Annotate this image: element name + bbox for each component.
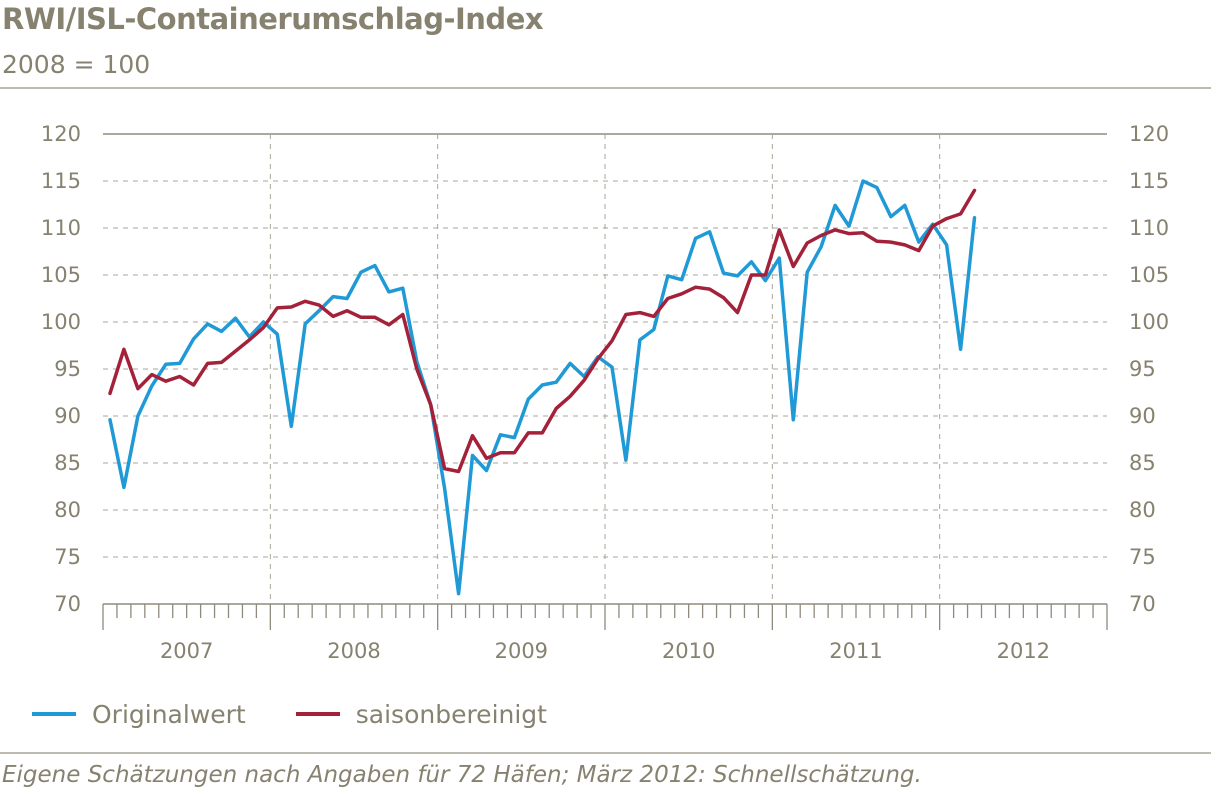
source-divider [0, 752, 1211, 754]
legend-label-saisonbereinigt: saisonbereinigt [355, 699, 547, 729]
y-tick-left-75: 75 [54, 545, 81, 569]
y-tick-right-105: 105 [1129, 263, 1169, 287]
series-line-saisonbereinigt [108, 188, 977, 474]
y-tick-left-95: 95 [54, 357, 81, 381]
y-tick-right-110: 110 [1129, 216, 1169, 240]
series-line-originalwert [108, 179, 977, 596]
axis-layer: 70 70 75 75 80 80 85 85 90 90 95 95 100 100 105 105 110 1… [41, 122, 1169, 663]
source-note: Eigene Schätzungen nach Angaben für 72 H… [2, 762, 922, 788]
x-tick-label-2008: 2008 [327, 639, 380, 663]
legend-item-saisonbereinigt: saisonbereinigt [295, 699, 547, 729]
x-tick-label-2009: 2009 [495, 639, 548, 663]
y-tick-left-110: 110 [41, 216, 81, 240]
series-layer [108, 179, 977, 596]
x-tick-label-2012: 2012 [997, 639, 1050, 663]
y-tick-right-95: 95 [1129, 357, 1156, 381]
y-tick-left-80: 80 [54, 498, 81, 522]
y-tick-left-120: 120 [41, 122, 81, 146]
chart-title: RWI/ISL-Containerumschlag-Index [2, 2, 544, 36]
grid-layer [103, 133, 1107, 604]
legend-swatch-saisonbereinigt [295, 712, 340, 716]
legend-label-originalwert: Originalwert [92, 699, 246, 729]
x-tick-label-2011: 2011 [829, 639, 882, 663]
y-tick-right-85: 85 [1129, 451, 1156, 475]
y-tick-left-100: 100 [41, 310, 81, 334]
y-tick-right-120: 120 [1129, 122, 1169, 146]
y-tick-right-70: 70 [1129, 592, 1156, 616]
header-divider [0, 87, 1211, 89]
y-tick-right-75: 75 [1129, 545, 1156, 569]
y-tick-right-115: 115 [1129, 169, 1169, 193]
x-tick-label-2010: 2010 [662, 639, 715, 663]
y-tick-left-70: 70 [54, 592, 81, 616]
y-tick-left-90: 90 [54, 404, 81, 428]
legend-item-originalwert: Originalwert [32, 700, 246, 729]
chart-subtitle: 2008 = 100 [2, 50, 151, 79]
y-tick-right-100: 100 [1129, 310, 1169, 334]
y-tick-right-80: 80 [1129, 498, 1156, 522]
legend: Originalwert saisonbereinigt [32, 697, 597, 731]
y-tick-left-105: 105 [41, 263, 81, 287]
x-tick-label-2007: 2007 [160, 639, 213, 663]
legend-swatch-originalwert [32, 712, 76, 716]
y-tick-right-90: 90 [1129, 404, 1156, 428]
y-tick-left-115: 115 [41, 169, 81, 193]
y-tick-left-85: 85 [54, 451, 81, 475]
